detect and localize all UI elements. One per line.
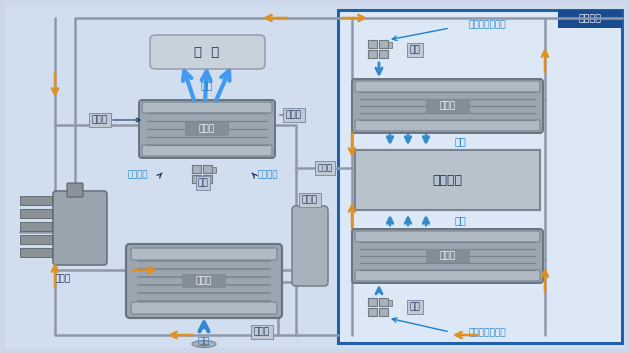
Bar bbox=[425, 99, 469, 113]
Bar bbox=[20, 209, 52, 218]
FancyBboxPatch shape bbox=[142, 145, 272, 156]
FancyBboxPatch shape bbox=[139, 100, 275, 158]
Bar bbox=[368, 298, 377, 306]
Text: 冷凝器: 冷凝器 bbox=[196, 276, 212, 286]
Bar bbox=[379, 50, 388, 58]
Bar bbox=[20, 222, 52, 231]
Bar bbox=[185, 122, 229, 136]
Bar bbox=[368, 308, 377, 316]
Bar bbox=[388, 300, 392, 306]
FancyBboxPatch shape bbox=[131, 248, 277, 260]
Text: 冷风: 冷风 bbox=[201, 80, 213, 90]
Bar bbox=[192, 165, 201, 173]
FancyBboxPatch shape bbox=[67, 183, 83, 197]
FancyBboxPatch shape bbox=[150, 35, 265, 69]
FancyBboxPatch shape bbox=[53, 191, 107, 265]
Text: 蜁发器: 蜁发器 bbox=[199, 125, 215, 133]
FancyBboxPatch shape bbox=[131, 302, 277, 314]
Text: 安全阀: 安全阀 bbox=[286, 110, 302, 120]
Bar bbox=[355, 150, 540, 210]
Bar bbox=[368, 40, 377, 48]
FancyBboxPatch shape bbox=[352, 79, 543, 133]
Bar bbox=[20, 235, 52, 244]
Bar bbox=[20, 248, 52, 257]
Text: 接收机: 接收机 bbox=[302, 196, 318, 204]
Bar bbox=[368, 50, 377, 58]
Text: 冷风: 冷风 bbox=[198, 335, 210, 345]
Text: 电池包内的空气: 电池包内的空气 bbox=[468, 20, 506, 30]
Text: 蜁发器: 蜁发器 bbox=[440, 251, 455, 261]
Text: 蜁发器: 蜁发器 bbox=[440, 102, 455, 110]
FancyBboxPatch shape bbox=[292, 206, 328, 286]
Text: 车  内: 车 内 bbox=[195, 46, 220, 59]
Bar bbox=[20, 196, 52, 205]
Text: 电池包内的空气: 电池包内的空气 bbox=[468, 329, 506, 337]
Bar bbox=[212, 167, 216, 173]
FancyBboxPatch shape bbox=[352, 229, 543, 283]
Bar bbox=[203, 165, 212, 173]
Text: 冷凝器: 冷凝器 bbox=[254, 328, 270, 336]
Bar bbox=[338, 10, 622, 343]
Bar bbox=[388, 42, 392, 48]
Text: 电池单体: 电池单体 bbox=[433, 174, 462, 186]
Ellipse shape bbox=[192, 341, 216, 347]
Bar bbox=[558, 10, 622, 28]
FancyBboxPatch shape bbox=[126, 244, 282, 318]
Text: 冷风: 冷风 bbox=[455, 215, 467, 225]
Text: 车内空调: 车内空调 bbox=[127, 170, 148, 179]
Bar bbox=[192, 175, 201, 183]
Text: 风扇: 风扇 bbox=[198, 179, 209, 187]
Text: 冷风: 冷风 bbox=[455, 136, 467, 146]
Text: 电池包内: 电池包内 bbox=[578, 14, 602, 24]
Bar bbox=[203, 175, 212, 183]
Text: 风扇: 风扇 bbox=[410, 303, 420, 311]
FancyBboxPatch shape bbox=[355, 81, 540, 92]
Bar bbox=[379, 308, 388, 316]
Text: 压缩机: 压缩机 bbox=[55, 274, 71, 283]
Bar bbox=[379, 40, 388, 48]
FancyBboxPatch shape bbox=[355, 270, 540, 281]
Text: 车内空气: 车内空气 bbox=[258, 170, 278, 179]
FancyBboxPatch shape bbox=[355, 231, 540, 242]
Bar bbox=[379, 298, 388, 306]
Text: 安全阀: 安全阀 bbox=[318, 163, 333, 173]
FancyBboxPatch shape bbox=[355, 120, 540, 131]
Bar bbox=[425, 249, 469, 263]
Text: 风扇: 风扇 bbox=[410, 46, 420, 54]
FancyBboxPatch shape bbox=[142, 102, 272, 113]
Bar bbox=[182, 274, 226, 288]
Text: 蜁发器: 蜁发器 bbox=[92, 115, 108, 125]
